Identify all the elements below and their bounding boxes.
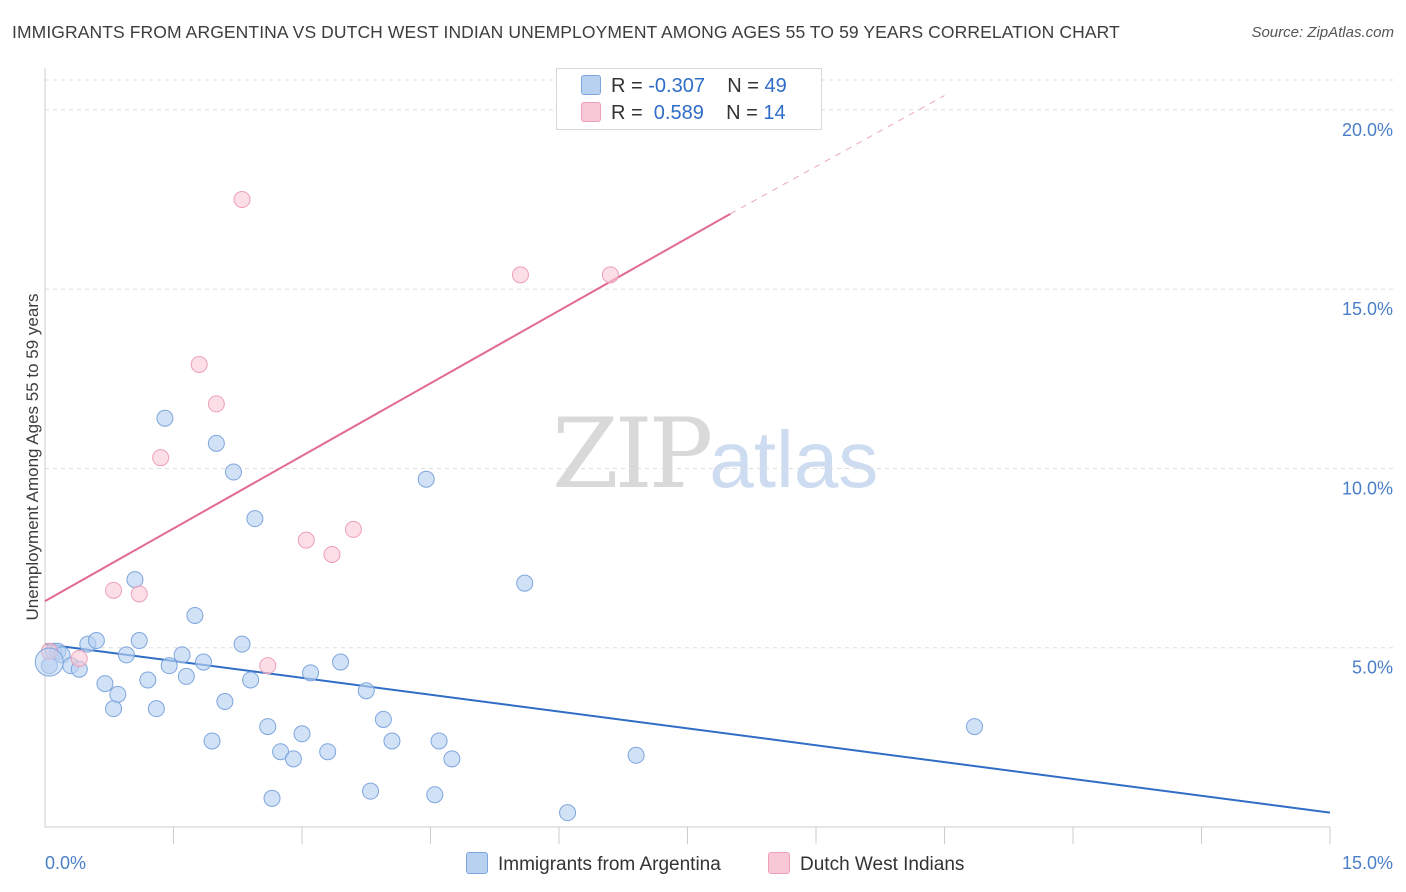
x-tick-label: 15.0%: [1342, 853, 1393, 873]
data-point-argentina: [130, 632, 148, 650]
data-point-argentina: [293, 725, 311, 743]
data-point-argentina: [139, 671, 157, 689]
legend-swatch-blue: [581, 75, 601, 95]
data-point-argentina: [233, 635, 251, 653]
legend-r-label: R =: [611, 102, 649, 124]
data-point-argentina: [443, 750, 461, 768]
data-point-dutch-west-indians: [323, 545, 341, 563]
data-point-argentina: [109, 685, 127, 703]
data-point-argentina: [362, 782, 380, 800]
data-point-argentina: [126, 571, 144, 589]
correlation-legend: R = -0.307 N = 49 R = 0.589 N = 14: [556, 68, 822, 130]
bottom-legend-dutch-west-indians: Dutch West Indians: [768, 852, 964, 876]
trend-line-dutch-west-indians-extension: [730, 95, 945, 215]
data-point-argentina: [96, 675, 114, 693]
data-point-argentina: [224, 463, 242, 481]
data-point-dutch-west-indians: [152, 449, 170, 467]
bottom-legend-label: Dutch West Indians: [800, 854, 965, 875]
y-tick-label: 20.0%: [1342, 120, 1393, 140]
data-point-argentina: [186, 606, 204, 624]
trend-line-argentina: [44, 643, 1331, 814]
data-point-argentina: [263, 789, 281, 807]
data-point-dutch-west-indians: [297, 531, 315, 549]
legend-row-argentina: R = -0.307 N = 49: [581, 75, 787, 98]
legend-n-label: N =: [726, 102, 764, 124]
legend-swatch-pink: [581, 102, 601, 122]
data-point-argentina: [374, 710, 392, 728]
data-point-argentina-cluster: [34, 647, 64, 677]
data-point-dutch-west-indians: [259, 657, 277, 675]
bottom-legend-swatch-pink: [768, 852, 790, 874]
bottom-legend-argentina: Immigrants from Argentina: [466, 852, 721, 876]
data-point-argentina: [319, 743, 337, 761]
watermark: ZIPatlas: [552, 398, 878, 510]
y-tick-label: 5.0%: [1352, 658, 1393, 678]
data-point-argentina: [627, 746, 645, 764]
data-point-argentina: [284, 750, 302, 768]
legend-n-label: N =: [727, 75, 765, 97]
source-attribution: Source: ZipAtlas.com: [1251, 24, 1394, 41]
data-point-argentina: [173, 646, 191, 664]
data-point-argentina: [216, 693, 234, 711]
data-point-argentina: [383, 732, 401, 750]
data-point-argentina: [207, 434, 225, 452]
data-point-argentina: [105, 700, 123, 718]
legend-row-dutch-west-indians: R = 0.589 N = 14: [581, 102, 786, 125]
legend-r-value: -0.307: [648, 75, 705, 97]
grid-lines: [45, 79, 1395, 649]
legend-n-value: 14: [763, 102, 786, 124]
data-point-argentina: [357, 682, 375, 700]
data-point-argentina: [203, 732, 221, 750]
data-point-dutch-west-indians: [511, 266, 529, 284]
data-point-argentina: [332, 653, 350, 671]
data-point-argentina: [417, 470, 435, 488]
data-point-argentina: [160, 657, 178, 675]
legend-n-value: 49: [764, 75, 787, 97]
axes: [44, 68, 1331, 844]
data-point-argentina: [559, 804, 577, 822]
data-point-dutch-west-indians: [344, 520, 362, 538]
data-point-argentina: [426, 786, 444, 804]
watermark-atlas: atlas: [709, 415, 879, 504]
data-point-argentina: [272, 743, 290, 761]
y-tick-label: 10.0%: [1342, 478, 1393, 498]
bottom-legend-swatch-blue: [466, 852, 488, 874]
data-point-argentina: [430, 732, 448, 750]
x-tick-label: 0.0%: [45, 853, 86, 873]
data-point-dutch-west-indians: [601, 266, 619, 284]
data-points: [34, 191, 983, 822]
bottom-legend-label: Immigrants from Argentina: [498, 854, 721, 875]
data-point-argentina: [156, 409, 174, 427]
data-point-argentina: [302, 664, 320, 682]
y-axis-label: Unemployment Among Ages 55 to 59 years: [23, 294, 42, 621]
chart-title: IMMIGRANTS FROM ARGENTINA VS DUTCH WEST …: [12, 22, 1120, 42]
data-point-argentina: [117, 646, 135, 664]
data-point-argentina: [177, 667, 195, 685]
data-point-argentina: [147, 700, 165, 718]
y-tick-label: 15.0%: [1342, 299, 1393, 319]
data-point-dutch-west-indians: [207, 395, 225, 413]
data-point-argentina: [259, 718, 277, 736]
data-point-argentina: [242, 671, 260, 689]
legend-r-value: 0.589: [648, 102, 704, 124]
data-point-dutch-west-indians: [130, 585, 148, 603]
data-point-argentina: [194, 653, 212, 671]
data-point-argentina: [87, 632, 105, 650]
tick-labels: 5.0% 10.0% 15.0% 20.0% 0.0% 15.0%: [45, 120, 1393, 873]
data-point-dutch-west-indians: [70, 649, 88, 667]
trend-line-dutch-west-indians: [44, 212, 731, 602]
watermark-zip: ZIP: [552, 398, 713, 510]
data-point-argentina: [246, 510, 264, 528]
data-point-argentina: [516, 574, 534, 592]
data-point-dutch-west-indians: [190, 355, 208, 373]
legend-r-label: R =: [611, 75, 649, 97]
data-point-argentina: [965, 718, 983, 736]
data-point-dutch-west-indians: [233, 191, 251, 209]
data-point-dutch-west-indians: [105, 581, 123, 599]
